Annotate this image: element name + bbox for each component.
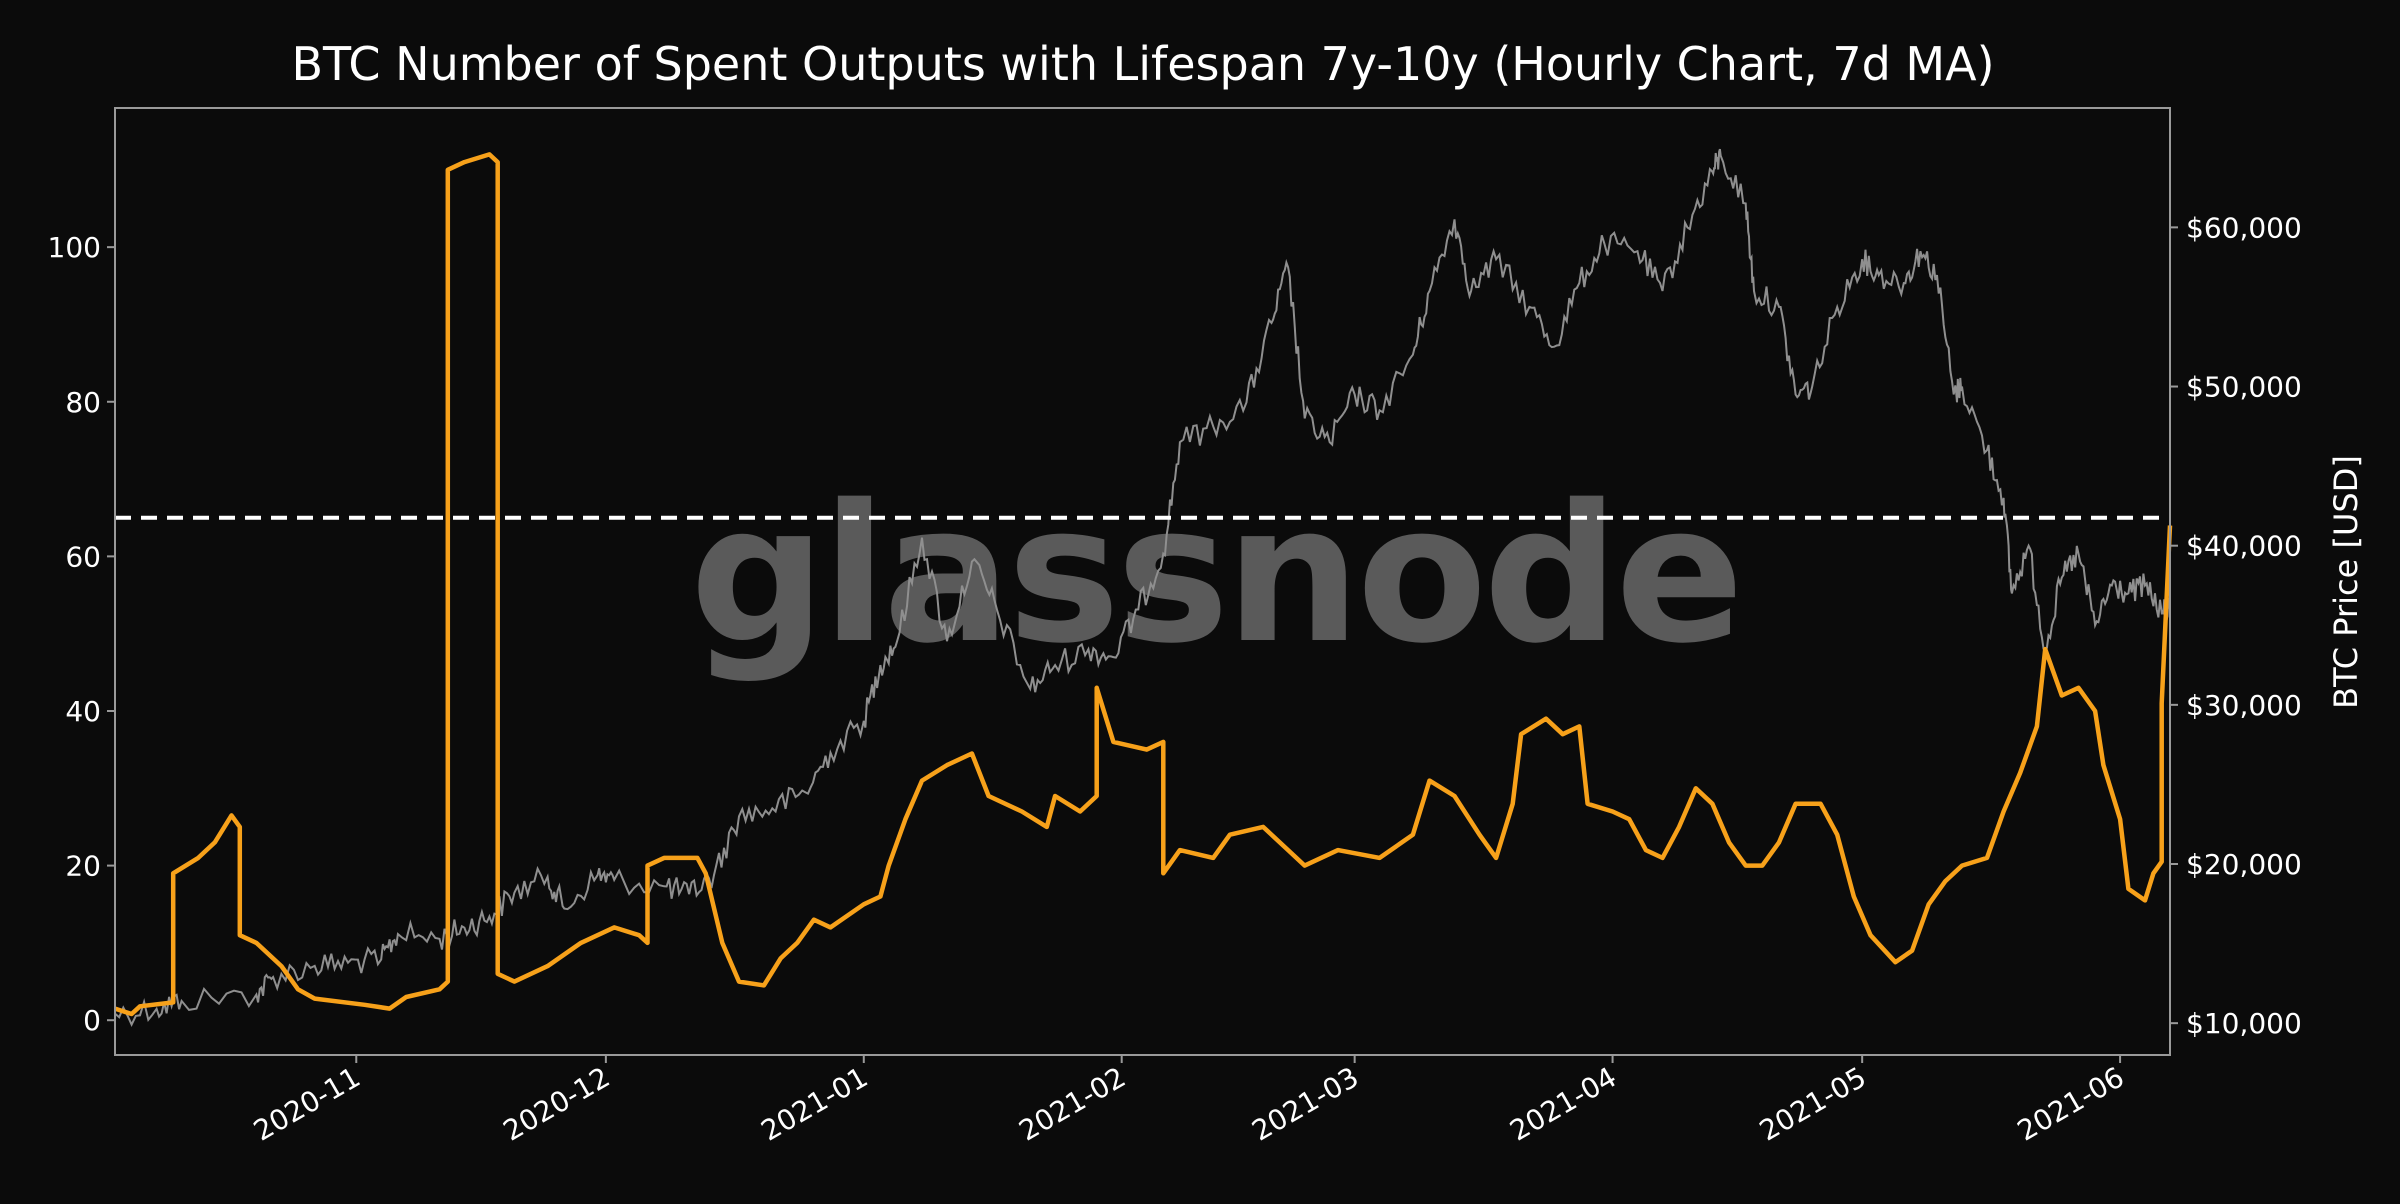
right-axis-tick-label: $30,000	[2186, 689, 2302, 722]
left-axis-tick-label: 100	[48, 231, 101, 264]
left-axis-tick-label: 80	[65, 386, 101, 419]
right-axis-label: BTC Price [USD]	[2327, 455, 2365, 709]
plot-frame	[114, 107, 2171, 1056]
left-axis-tick-label: 60	[65, 540, 101, 573]
chart-title: BTC Number of Spent Outputs with Lifespa…	[291, 37, 1994, 91]
left-axis: 0 20 40 60 80 100	[48, 231, 115, 1037]
right-axis-tick-label: $20,000	[2186, 848, 2302, 881]
right-axis-tick-label: $60,000	[2186, 211, 2302, 244]
right-axis-tick-label: $40,000	[2186, 530, 2302, 563]
watermark-logo: glassnode	[690, 464, 1740, 685]
right-axis: $10,000 $20,000 $30,000 $40,000 $50,000 $60,0…	[2170, 211, 2302, 1040]
right-axis-tick-label: $50,000	[2186, 371, 2302, 404]
right-axis-tick-label: $10,000	[2186, 1007, 2302, 1040]
btc-price-series-line	[114, 148, 2171, 1027]
plot-area	[114, 148, 2173, 1027]
spent-outputs-series-line	[114, 152, 2173, 1017]
left-axis-tick-label: 20	[65, 850, 101, 883]
left-axis-tick-label: 0	[83, 1004, 101, 1037]
left-axis-tick-label: 40	[65, 695, 101, 728]
